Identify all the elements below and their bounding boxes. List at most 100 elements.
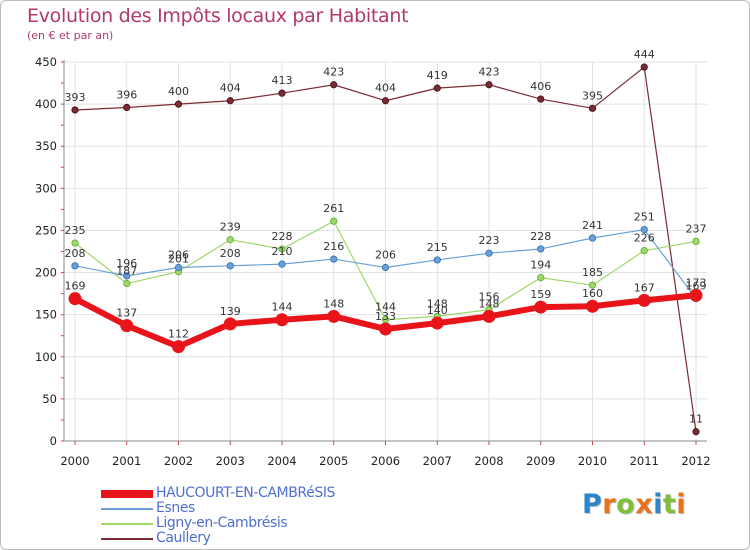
legend-label: Caullery	[156, 530, 211, 546]
data-label: 206	[168, 249, 189, 262]
legend-swatch	[101, 537, 153, 540]
data-label: 140	[427, 304, 448, 317]
data-label: 400	[168, 85, 189, 98]
data-label: 413	[272, 74, 293, 87]
data-label: 160	[582, 287, 603, 300]
x-tick-label: 2007	[423, 454, 452, 468]
data-label: 208	[220, 247, 241, 260]
data-point	[174, 100, 183, 108]
data-label: 404	[220, 82, 241, 95]
data-label: 137	[116, 307, 137, 320]
value-labels: 393 396 400 404 413 423 404 419 423 406 395 444 11 23…	[65, 48, 707, 426]
data-label: 396	[116, 88, 137, 101]
data-point	[537, 245, 545, 253]
data-label: 148	[323, 297, 344, 310]
y-tick-label: 450	[35, 55, 57, 69]
proxiti-logo: Proxiti	[582, 489, 687, 520]
data-label: 133	[375, 310, 396, 323]
data-point	[381, 97, 390, 105]
x-tick-label: 2002	[164, 454, 193, 468]
legend-label: Ligny-en-Cambrésis	[156, 515, 288, 531]
data-point	[223, 317, 237, 331]
x-tick-label: 2004	[267, 454, 296, 468]
data-point	[123, 272, 131, 280]
data-label: 185	[582, 266, 603, 279]
data-label: 210	[272, 245, 293, 258]
y-tick-label: 100	[35, 350, 57, 364]
data-point	[692, 428, 700, 436]
data-label: 187	[116, 265, 137, 278]
data-point	[588, 281, 597, 289]
data-label: 261	[323, 202, 344, 215]
y-tick-label: 250	[35, 223, 57, 237]
legend-swatch	[101, 489, 153, 498]
data-point	[174, 263, 183, 272]
data-label: 395	[582, 89, 603, 102]
data-label: 223	[479, 234, 500, 247]
data-point	[485, 249, 493, 257]
data-point	[327, 309, 341, 323]
data-label: 444	[634, 48, 655, 61]
data-point	[485, 81, 493, 89]
legend-label: HAUCOURT-EN-CAMBRéSIS	[156, 485, 336, 501]
data-label: 208	[65, 247, 86, 260]
data-point	[226, 236, 234, 244]
chart-title: Evolution des Impôts locaux par Habitant	[27, 5, 409, 27]
legend-item: Esnes	[101, 501, 335, 516]
data-label: 169	[65, 280, 86, 293]
data-label: 144	[375, 301, 396, 314]
data-label: 404	[375, 82, 396, 95]
data-point	[534, 300, 548, 314]
data-label: 112	[168, 328, 189, 341]
chart-subtitle: (en € et par an)	[27, 29, 114, 42]
data-point	[689, 288, 703, 302]
data-point	[640, 247, 648, 255]
data-label: 423	[323, 66, 344, 79]
data-label: 11	[689, 413, 703, 426]
data-point	[278, 260, 286, 268]
data-label: 228	[272, 230, 293, 243]
x-tick-label: 2005	[319, 454, 348, 468]
data-point	[433, 256, 441, 264]
data-point	[275, 313, 289, 327]
data-label: 215	[427, 241, 448, 254]
data-label: 406	[530, 80, 551, 93]
legend-swatch	[101, 507, 153, 510]
data-label: 419	[427, 69, 448, 82]
data-point	[123, 279, 131, 288]
y-tick-label: 0	[50, 434, 57, 448]
data-label: 226	[634, 232, 655, 245]
data-label: 206	[375, 249, 396, 262]
data-point	[640, 63, 648, 71]
legend-swatch	[101, 522, 153, 525]
x-tick-label: 2001	[112, 454, 141, 468]
legend-item: Ligny-en-Cambrésis	[101, 516, 335, 531]
y-tick-label: 150	[35, 308, 57, 322]
data-point	[586, 299, 599, 313]
data-point	[71, 262, 79, 270]
data-point	[482, 309, 496, 323]
data-label: 216	[323, 240, 344, 253]
data-label: 173	[686, 276, 707, 289]
data-point	[433, 84, 441, 92]
data-point	[68, 292, 82, 306]
y-tick-label: 350	[35, 139, 57, 153]
data-point	[120, 319, 134, 333]
y-tick-label: 200	[35, 266, 57, 280]
data-label: 169	[686, 280, 707, 293]
y-tick-label: 50	[42, 392, 57, 406]
data-point	[330, 217, 338, 225]
data-point	[430, 316, 444, 330]
data-label: 237	[686, 222, 707, 235]
x-tick-label: 2003	[216, 454, 245, 468]
data-label: 239	[220, 221, 241, 234]
data-label: 139	[220, 305, 241, 318]
data-label: 235	[65, 224, 86, 237]
data-point	[330, 255, 338, 263]
x-tick-label: 2008	[474, 454, 503, 468]
legend: HAUCOURT-EN-CAMBRéSIS Esnes Ligny-en-Cambr…	[101, 486, 335, 546]
data-point	[537, 95, 545, 103]
data-point	[379, 322, 392, 336]
